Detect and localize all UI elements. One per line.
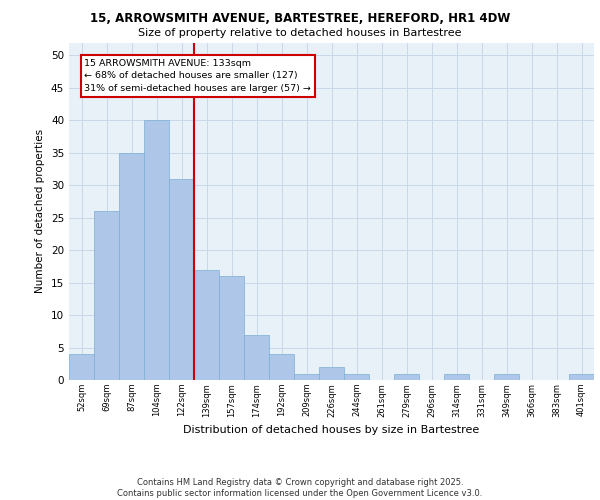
Text: Size of property relative to detached houses in Bartestree: Size of property relative to detached ho…	[138, 28, 462, 38]
Bar	[294, 374, 319, 380]
Y-axis label: Number of detached properties: Number of detached properties	[35, 129, 46, 294]
Bar	[569, 374, 594, 380]
Bar	[119, 153, 144, 380]
Bar	[344, 374, 369, 380]
Bar	[244, 334, 269, 380]
Text: Contains HM Land Registry data © Crown copyright and database right 2025.
Contai: Contains HM Land Registry data © Crown c…	[118, 478, 482, 498]
Bar	[394, 374, 419, 380]
Bar	[319, 367, 344, 380]
Text: 15 ARROWSMITH AVENUE: 133sqm
← 68% of detached houses are smaller (127)
31% of s: 15 ARROWSMITH AVENUE: 133sqm ← 68% of de…	[85, 58, 311, 92]
Bar	[169, 179, 194, 380]
Bar	[219, 276, 244, 380]
Bar	[494, 374, 519, 380]
Bar	[94, 211, 119, 380]
Bar	[144, 120, 169, 380]
Bar	[444, 374, 469, 380]
Text: 15, ARROWSMITH AVENUE, BARTESTREE, HEREFORD, HR1 4DW: 15, ARROWSMITH AVENUE, BARTESTREE, HEREF…	[90, 12, 510, 26]
Bar	[194, 270, 219, 380]
Bar	[269, 354, 294, 380]
X-axis label: Distribution of detached houses by size in Bartestree: Distribution of detached houses by size …	[184, 425, 479, 435]
Bar	[69, 354, 94, 380]
